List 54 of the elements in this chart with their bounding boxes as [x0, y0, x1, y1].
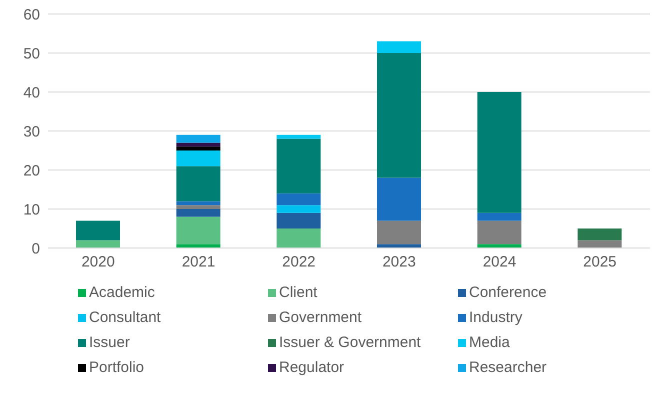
bar — [176, 216, 220, 244]
bar — [477, 212, 522, 221]
legend-label: Industry — [469, 309, 522, 326]
bar — [578, 240, 622, 248]
legend-label: Researcher — [469, 359, 547, 376]
x-tick-label: 2023 — [382, 254, 416, 271]
legend-label: Media — [469, 334, 510, 351]
y-tick-label: 30 — [23, 123, 40, 140]
x-tick-label: 2024 — [482, 254, 516, 271]
legend-label: Issuer — [89, 334, 130, 351]
bar — [477, 92, 522, 213]
bar — [377, 220, 421, 244]
legend-label: Regulator — [279, 359, 344, 376]
bar — [276, 134, 321, 139]
bar — [176, 146, 220, 150]
x-tick-label: 2021 — [182, 254, 216, 271]
bar — [276, 212, 321, 228]
bar — [276, 205, 321, 213]
bar — [176, 142, 220, 147]
legend-label: Academic — [89, 284, 155, 301]
bar — [176, 209, 220, 217]
bar — [176, 244, 220, 248]
legend-label: Portfolio — [89, 359, 144, 376]
legend-label: Consultant — [89, 309, 161, 326]
x-tick-label: 2022 — [282, 254, 316, 271]
bar — [176, 166, 220, 202]
bar — [276, 193, 321, 206]
y-tick-label: 60 — [23, 6, 40, 24]
bar — [276, 138, 321, 194]
bar — [377, 244, 421, 248]
bar — [276, 228, 321, 248]
bar — [377, 53, 421, 178]
y-tick-label: 20 — [23, 162, 40, 180]
y-tick-label: 50 — [23, 45, 40, 62]
bar — [76, 240, 120, 248]
bar — [377, 178, 421, 221]
legend-label: Government — [279, 309, 362, 326]
y-tick-label: 10 — [23, 201, 40, 218]
bar — [578, 228, 622, 240]
bar — [377, 41, 421, 53]
bar — [76, 220, 120, 240]
bar — [176, 134, 220, 143]
bar — [176, 150, 220, 166]
bar — [176, 201, 220, 206]
legend-label: Client — [279, 284, 318, 301]
bar — [176, 205, 220, 209]
y-tick-label: 40 — [23, 84, 40, 102]
x-tick-label: 2020 — [81, 254, 115, 271]
bar — [477, 220, 522, 244]
y-tick-label: 0 — [32, 240, 40, 258]
legend-label: Conference — [469, 284, 547, 301]
bar — [477, 244, 522, 248]
x-tick-label: 2025 — [583, 254, 617, 271]
legend-label: Issuer & Government — [279, 334, 421, 351]
